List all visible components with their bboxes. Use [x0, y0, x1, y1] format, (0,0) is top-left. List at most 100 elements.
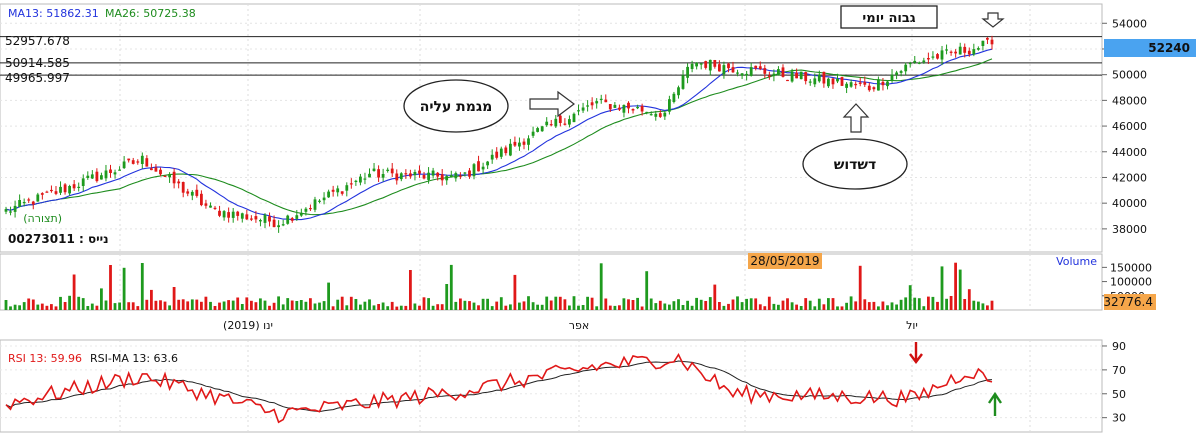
volume-bar: [395, 306, 399, 310]
candle-body: [613, 104, 617, 108]
candle-body: [427, 172, 430, 180]
candle-body: [322, 197, 326, 201]
volume-bar: [286, 298, 290, 310]
volume-bar: [831, 298, 835, 310]
volume-bar: [845, 302, 848, 310]
up-arrow-icon: [842, 103, 870, 133]
momentum-text: מגמת עליה: [420, 99, 493, 115]
volume-bar: [290, 300, 294, 310]
rsi-tick-label: 50: [1112, 388, 1126, 401]
volume-bar: [263, 300, 267, 310]
candle-body: [195, 189, 199, 196]
volume-bar: [572, 296, 576, 310]
volume-bar: [495, 301, 499, 310]
candle-body: [963, 46, 967, 53]
candle-body: [690, 63, 694, 69]
candle-body: [777, 69, 780, 76]
volume-bar: [854, 301, 858, 310]
volume-bar: [90, 303, 94, 310]
candle-body: [395, 173, 399, 181]
candle-body: [104, 170, 108, 179]
volume-bar: [599, 263, 603, 310]
volume-badge: [1104, 294, 1156, 310]
rsi-down-arrow-icon: [909, 342, 923, 364]
rsi-tick-label: 70: [1112, 364, 1126, 377]
candle-body: [381, 174, 385, 178]
volume-bar: [790, 302, 794, 310]
candle-body: [27, 199, 31, 201]
volume-bar: [522, 301, 526, 310]
candle-body: [31, 201, 35, 205]
candle-body: [95, 171, 99, 182]
volume-bar: [736, 296, 739, 310]
security-id-label: נייס : 00273011: [8, 232, 109, 246]
candle-body: [209, 205, 212, 208]
candle-body: [736, 72, 739, 74]
candle-body: [890, 74, 894, 81]
volume-bar: [504, 305, 508, 310]
candle-body: [50, 189, 53, 192]
candle-body: [9, 211, 12, 213]
volume-bar: [431, 305, 435, 310]
volume-bar: [295, 301, 299, 310]
candle-body: [122, 161, 126, 169]
volume-bar: [613, 305, 617, 310]
volume-bar: [445, 284, 449, 310]
volume-bar: [754, 298, 758, 310]
candle-body: [481, 166, 485, 170]
volume-bar: [568, 305, 571, 310]
price-tick-label: 48000: [1112, 94, 1147, 107]
candle-body: [767, 75, 771, 77]
volume-bar: [799, 306, 803, 310]
candle-body: [927, 58, 930, 60]
volume-bar: [931, 296, 935, 310]
volume-bar: [309, 298, 312, 310]
current-price-badge: [1104, 39, 1196, 57]
candle-body: [972, 49, 976, 55]
candle-body: [636, 107, 639, 109]
volume-bar: [713, 284, 717, 310]
volume-bar: [259, 298, 262, 310]
candle-body: [222, 211, 226, 218]
volume-bar: [440, 304, 444, 310]
volume-bar: [858, 265, 862, 310]
daily-high-text: גבוה יומי: [862, 11, 915, 26]
volume-bar: [345, 305, 349, 310]
candle-body: [486, 161, 489, 166]
volume-bar: [100, 288, 103, 310]
candle-body: [718, 64, 721, 72]
candle-body: [563, 123, 567, 125]
volume-bar: [890, 302, 894, 310]
ma13-path: [5, 48, 993, 221]
candle-body: [586, 105, 589, 107]
volume-bar: [963, 299, 967, 310]
volume-bar: [877, 306, 880, 310]
candle-body: [63, 184, 67, 193]
volume-bar: [63, 302, 67, 310]
candle-body: [272, 219, 276, 228]
volume-bar: [663, 303, 667, 310]
candle-body: [658, 113, 662, 117]
volume-bar: [118, 302, 121, 310]
candle-body: [236, 211, 240, 216]
volume-bar: [940, 266, 944, 310]
candle-body: [172, 171, 176, 184]
candle-body: [54, 191, 58, 194]
volume-bar: [336, 299, 340, 310]
volume-bar: [159, 300, 162, 310]
volume-bar: [213, 306, 217, 310]
candle-body: [745, 73, 748, 76]
candle-body: [118, 169, 121, 171]
volume-bar: [95, 305, 99, 310]
volume-bar: [449, 264, 453, 310]
volume-bar: [908, 285, 912, 310]
candle-body: [177, 181, 181, 184]
volume-bar: [354, 299, 358, 310]
candle-body: [390, 168, 394, 174]
candle-body: [713, 60, 717, 67]
volume-bar: [677, 299, 680, 310]
candle-body: [618, 107, 621, 110]
volume-bar: [454, 301, 458, 310]
candle-body: [45, 191, 49, 193]
